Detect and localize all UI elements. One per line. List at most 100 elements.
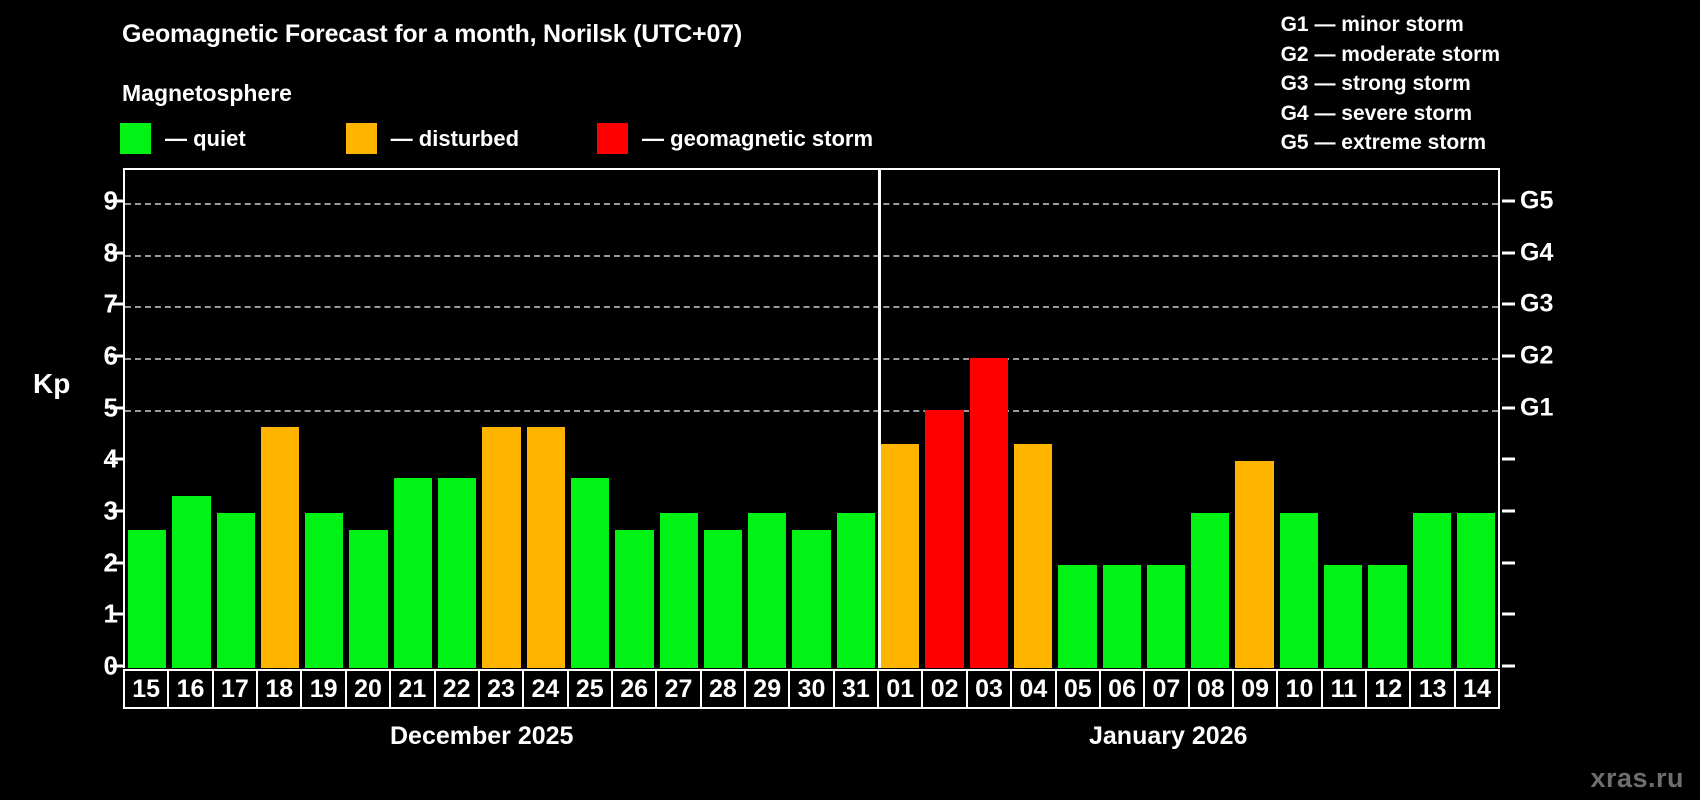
bar-30[interactable]	[792, 530, 831, 668]
bar-03[interactable]	[969, 358, 1008, 668]
day-label-13[interactable]: 13	[1411, 671, 1456, 707]
bar-cell[interactable]	[524, 170, 568, 668]
y-tick-mark-7	[110, 302, 123, 306]
bar-cell[interactable]	[967, 170, 1011, 668]
bar-16[interactable]	[172, 495, 211, 668]
bar-cell[interactable]	[1011, 170, 1055, 668]
bar-cell[interactable]	[922, 170, 966, 668]
bar-24[interactable]	[526, 426, 565, 668]
bar-cell[interactable]	[834, 170, 878, 668]
bar-11[interactable]	[1324, 564, 1363, 668]
bar-21[interactable]	[393, 478, 433, 668]
month-caption-january: January 2026	[1089, 722, 1248, 750]
bar-cell[interactable]	[1410, 170, 1454, 668]
day-label-11[interactable]: 11	[1322, 671, 1368, 707]
bar-cell[interactable]	[479, 170, 523, 668]
bar-cell[interactable]	[789, 170, 833, 668]
day-label-14[interactable]: 14	[1455, 671, 1499, 707]
bar-06[interactable]	[1102, 564, 1141, 668]
day-label-27[interactable]: 27	[657, 671, 702, 707]
bar-17[interactable]	[216, 513, 255, 668]
bar-28[interactable]	[703, 530, 743, 668]
day-label-16[interactable]: 16	[169, 671, 214, 707]
bar-14[interactable]	[1456, 513, 1496, 668]
day-label-25[interactable]: 25	[568, 671, 613, 707]
bar-cell[interactable]	[1144, 170, 1188, 668]
day-label-26[interactable]: 26	[612, 671, 658, 707]
bar-cell[interactable]	[1100, 170, 1144, 668]
day-label-31[interactable]: 31	[834, 671, 880, 707]
bar-12[interactable]	[1368, 564, 1407, 668]
bar-26[interactable]	[615, 530, 654, 668]
day-label-01[interactable]: 01	[879, 671, 924, 707]
bar-04[interactable]	[1013, 444, 1053, 668]
day-label-04[interactable]: 04	[1012, 671, 1057, 707]
bar-20[interactable]	[349, 530, 388, 668]
bar-cell[interactable]	[302, 170, 346, 668]
bar-cell[interactable]	[1321, 170, 1365, 668]
day-label-07[interactable]: 07	[1145, 671, 1190, 707]
day-label-03[interactable]: 03	[967, 671, 1013, 707]
day-label-20[interactable]: 20	[346, 671, 392, 707]
day-label-08[interactable]: 08	[1189, 671, 1234, 707]
bar-01[interactable]	[881, 444, 920, 668]
day-label-18[interactable]: 18	[258, 671, 303, 707]
day-label-21[interactable]: 21	[391, 671, 436, 707]
bar-cell[interactable]	[878, 170, 922, 668]
bar-cell[interactable]	[169, 170, 213, 668]
bar-cell[interactable]	[745, 170, 789, 668]
bar-29[interactable]	[748, 513, 787, 668]
g-legend-row: G1 — minor storm	[1280, 13, 1464, 36]
bar-23[interactable]	[482, 426, 521, 668]
bar-15[interactable]	[128, 530, 167, 668]
bar-07[interactable]	[1146, 564, 1186, 668]
day-label-17[interactable]: 17	[213, 671, 259, 707]
day-label-22[interactable]: 22	[435, 671, 480, 707]
day-label-15[interactable]: 15	[125, 671, 170, 707]
bar-cell[interactable]	[1232, 170, 1276, 668]
bar-08[interactable]	[1191, 513, 1230, 668]
bar-cell[interactable]	[258, 170, 302, 668]
bar-cell[interactable]	[125, 170, 169, 668]
bar-cell[interactable]	[346, 170, 390, 668]
bar-05[interactable]	[1058, 564, 1097, 668]
bar-09[interactable]	[1235, 461, 1274, 668]
day-label-05[interactable]: 05	[1056, 671, 1101, 707]
bar-22[interactable]	[438, 478, 477, 668]
day-label-12[interactable]: 12	[1367, 671, 1412, 707]
day-label-19[interactable]: 19	[302, 671, 347, 707]
bar-31[interactable]	[836, 513, 876, 668]
bar-cell[interactable]	[391, 170, 435, 668]
bar-cell[interactable]	[214, 170, 258, 668]
day-label-02[interactable]: 02	[923, 671, 968, 707]
g-tick-label-g5: G5	[1520, 186, 1554, 215]
day-label-30[interactable]: 30	[790, 671, 835, 707]
day-label-24[interactable]: 24	[524, 671, 569, 707]
bar-13[interactable]	[1412, 513, 1451, 668]
g-tick-mark-g4	[1502, 251, 1515, 255]
bar-02[interactable]	[925, 409, 964, 668]
bar-25[interactable]	[570, 478, 610, 668]
day-label-06[interactable]: 06	[1100, 671, 1146, 707]
bar-cell[interactable]	[612, 170, 656, 668]
bar-18[interactable]	[260, 426, 300, 668]
day-label-09[interactable]: 09	[1233, 671, 1279, 707]
bar-cell[interactable]	[435, 170, 479, 668]
bar-27[interactable]	[659, 513, 698, 668]
bar-cell[interactable]	[1188, 170, 1232, 668]
bar-cell[interactable]	[701, 170, 745, 668]
bar-cell[interactable]	[1454, 170, 1498, 668]
bar-cell[interactable]	[657, 170, 701, 668]
bar-cell[interactable]	[1277, 170, 1321, 668]
g-minor-tick-0	[1502, 664, 1515, 668]
day-label-10[interactable]: 10	[1278, 671, 1323, 707]
bar-19[interactable]	[305, 513, 344, 668]
bar-cell[interactable]	[1365, 170, 1409, 668]
bar-cell[interactable]	[568, 170, 612, 668]
bar-cell[interactable]	[1055, 170, 1099, 668]
day-label-28[interactable]: 28	[701, 671, 747, 707]
bar-10[interactable]	[1279, 513, 1319, 668]
day-label-29[interactable]: 29	[746, 671, 791, 707]
day-label-23[interactable]: 23	[479, 671, 525, 707]
